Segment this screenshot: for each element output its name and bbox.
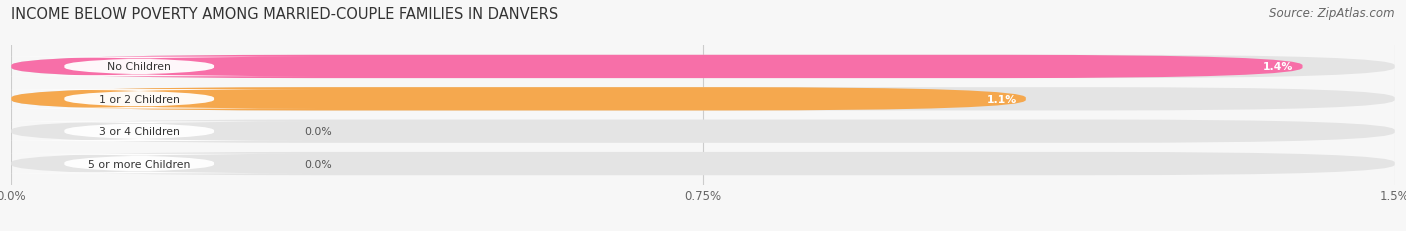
FancyBboxPatch shape	[0, 90, 318, 109]
Text: 0.0%: 0.0%	[304, 159, 332, 169]
Text: 5 or more Children: 5 or more Children	[89, 159, 190, 169]
Text: 1.1%: 1.1%	[987, 94, 1017, 104]
Text: 3 or 4 Children: 3 or 4 Children	[98, 127, 180, 137]
FancyBboxPatch shape	[0, 122, 318, 141]
FancyBboxPatch shape	[0, 154, 318, 173]
FancyBboxPatch shape	[11, 120, 1395, 143]
FancyBboxPatch shape	[11, 55, 1395, 79]
Text: 1 or 2 Children: 1 or 2 Children	[98, 94, 180, 104]
Text: INCOME BELOW POVERTY AMONG MARRIED-COUPLE FAMILIES IN DANVERS: INCOME BELOW POVERTY AMONG MARRIED-COUPL…	[11, 7, 558, 22]
Text: 1.4%: 1.4%	[1263, 62, 1294, 72]
Text: No Children: No Children	[107, 62, 172, 72]
FancyBboxPatch shape	[11, 152, 1395, 176]
FancyBboxPatch shape	[11, 55, 1302, 79]
Text: Source: ZipAtlas.com: Source: ZipAtlas.com	[1270, 7, 1395, 20]
FancyBboxPatch shape	[0, 58, 318, 77]
FancyBboxPatch shape	[11, 88, 1395, 111]
Text: 0.0%: 0.0%	[304, 127, 332, 137]
FancyBboxPatch shape	[11, 88, 1026, 111]
